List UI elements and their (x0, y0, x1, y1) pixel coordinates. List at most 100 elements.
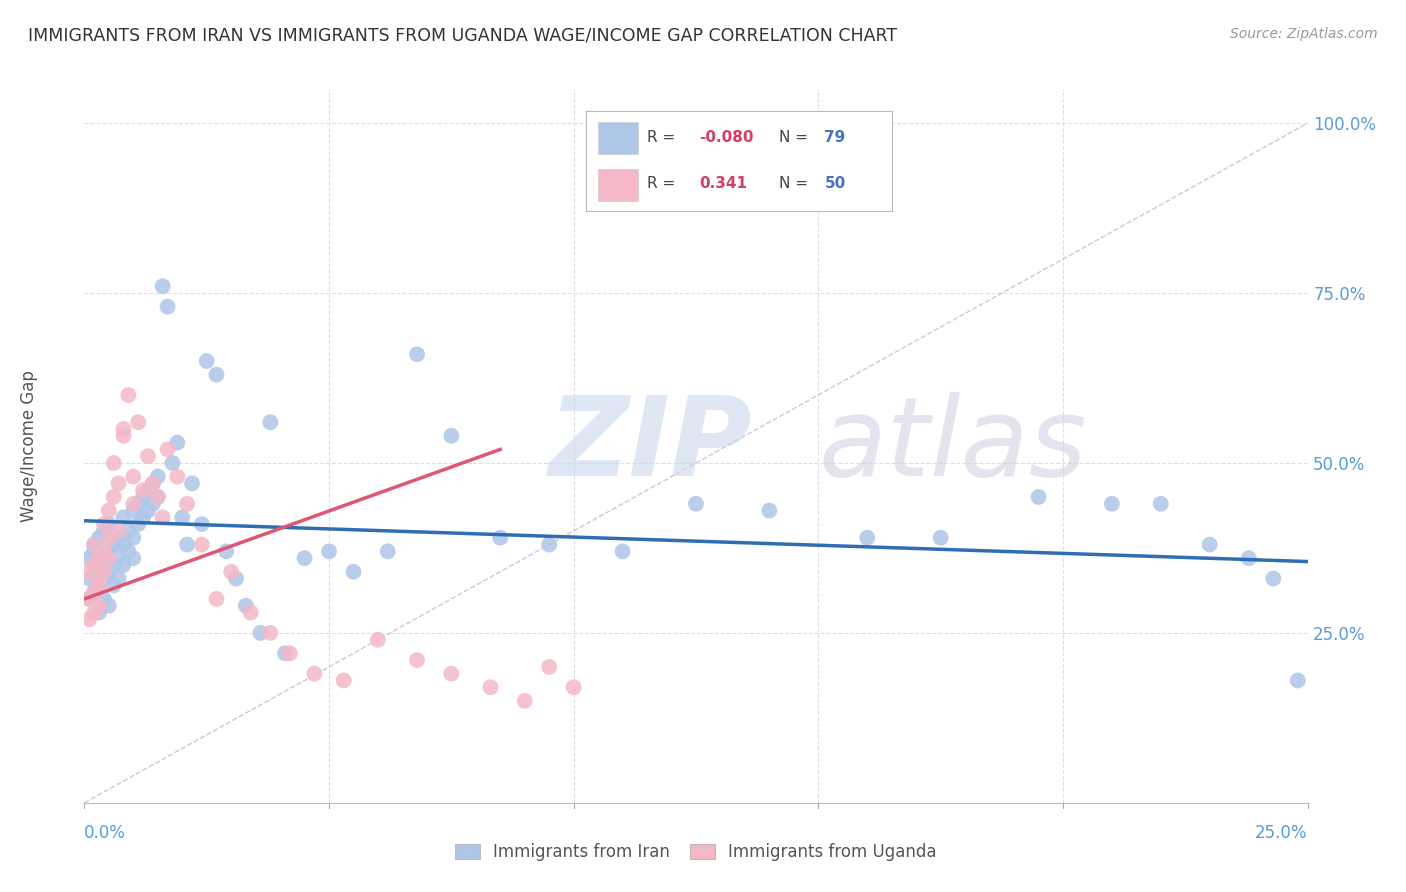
Point (176, 497, 198, 511)
Point (103, 456, 125, 470)
Point (152, 510, 174, 524)
Point (77, 572, 100, 586)
Point (142, 476, 165, 491)
Point (685, 497, 707, 511)
Point (103, 490, 125, 504)
Point (489, 531, 512, 545)
Point (122, 531, 145, 545)
Point (93, 565, 115, 579)
Point (97, 517, 120, 532)
Point (146, 469, 169, 483)
Point (332, 673, 354, 688)
Point (97, 544, 120, 558)
Point (127, 497, 149, 511)
Point (97, 503, 120, 517)
Point (93, 524, 115, 538)
Point (127, 517, 149, 532)
Point (249, 626, 271, 640)
Point (117, 544, 139, 558)
Point (136, 483, 159, 498)
Point (612, 544, 634, 558)
Point (758, 503, 780, 517)
Point (205, 591, 228, 606)
Point (83, 537, 105, 551)
Point (112, 558, 135, 572)
Point (440, 666, 463, 681)
Point (93, 544, 115, 558)
Point (107, 551, 129, 566)
Point (107, 531, 129, 545)
Point (166, 435, 188, 450)
Point (176, 537, 198, 551)
Point (406, 347, 429, 361)
Point (83, 565, 105, 579)
Point (259, 626, 281, 640)
Point (107, 572, 129, 586)
Point (87, 578, 110, 592)
Point (181, 476, 204, 491)
Point (929, 531, 952, 545)
Point (152, 279, 174, 293)
Point (1101, 497, 1123, 511)
Point (132, 490, 155, 504)
Point (146, 490, 169, 504)
Point (103, 537, 125, 551)
Point (83, 585, 105, 599)
Point (77, 591, 100, 606)
Point (367, 632, 389, 647)
Point (538, 660, 561, 674)
Point (1237, 551, 1260, 566)
Point (1028, 490, 1050, 504)
Point (239, 606, 262, 620)
Point (440, 429, 463, 443)
Point (83, 606, 105, 620)
Point (122, 503, 145, 517)
Point (83, 558, 105, 572)
Point (97, 565, 120, 579)
Point (87, 572, 110, 586)
Point (195, 354, 218, 368)
Point (87, 606, 110, 620)
Point (166, 469, 188, 483)
Point (342, 565, 364, 579)
Point (136, 503, 159, 517)
Point (83, 537, 105, 551)
Point (1286, 673, 1309, 688)
Point (219, 565, 242, 579)
Point (122, 551, 145, 566)
Text: 25.0%: 25.0% (1256, 824, 1308, 842)
Point (1198, 537, 1220, 551)
Point (97, 531, 120, 545)
Point (117, 524, 139, 538)
Point (112, 510, 135, 524)
Point (132, 483, 155, 498)
Point (259, 415, 281, 429)
Point (117, 388, 139, 402)
Point (156, 300, 179, 314)
Point (83, 585, 105, 599)
Text: IMMIGRANTS FROM IRAN VS IMMIGRANTS FROM UGANDA WAGE/INCOME GAP CORRELATION CHART: IMMIGRANTS FROM IRAN VS IMMIGRANTS FROM … (28, 27, 897, 45)
Point (225, 572, 247, 586)
Point (77, 551, 100, 566)
Point (97, 599, 120, 613)
Point (93, 591, 115, 606)
Text: Wage/Income Gap: Wage/Income Gap (20, 370, 38, 522)
Point (77, 612, 100, 626)
Point (122, 497, 145, 511)
Text: atlas: atlas (818, 392, 1087, 500)
Point (83, 544, 105, 558)
Text: ZIP: ZIP (550, 392, 752, 500)
Point (87, 578, 110, 592)
Point (107, 476, 129, 491)
Point (87, 531, 110, 545)
Point (97, 551, 120, 566)
Point (562, 680, 585, 694)
Point (162, 456, 184, 470)
Point (136, 449, 159, 463)
Point (318, 544, 340, 558)
Point (205, 368, 228, 382)
Point (93, 551, 115, 566)
Point (1150, 497, 1173, 511)
Point (93, 572, 115, 586)
Point (77, 565, 100, 579)
